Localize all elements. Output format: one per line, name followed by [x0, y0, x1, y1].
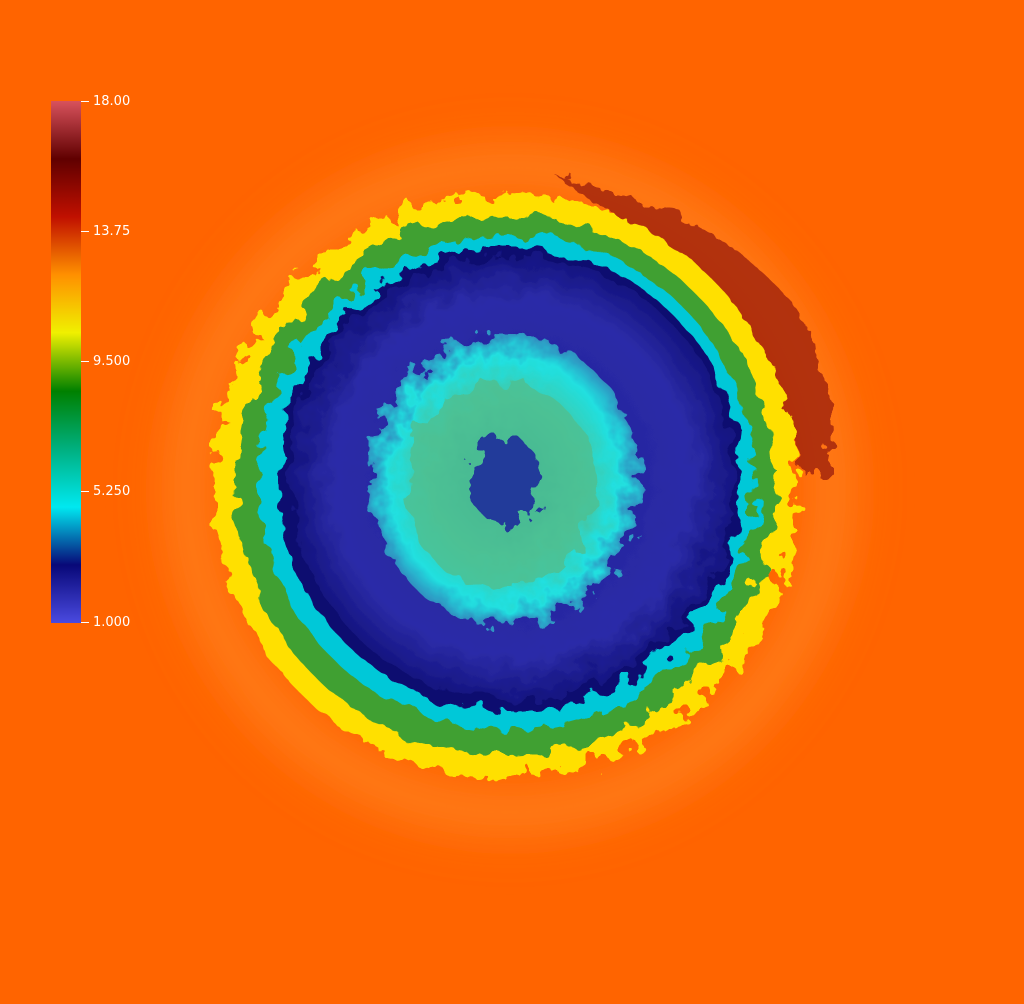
colorbar-tick — [81, 361, 89, 362]
colorbar-tick — [81, 491, 89, 492]
colorbar-tick — [81, 101, 89, 102]
colorbar-label: 13.75 — [93, 224, 131, 239]
colorbar-label: 5.250 — [93, 484, 131, 499]
colorbar-label-max: 18.00 — [93, 94, 131, 109]
colorbar-tick — [81, 231, 89, 232]
colorbar-label: 9.500 — [93, 354, 131, 369]
colorbar-gradient — [51, 101, 81, 623]
colorbar-label-min: 1.000 — [93, 615, 131, 630]
colorbar-tick — [81, 622, 89, 623]
color-scalar-bar: 18.00 13.75 9.500 5.250 1.000 — [51, 95, 130, 629]
